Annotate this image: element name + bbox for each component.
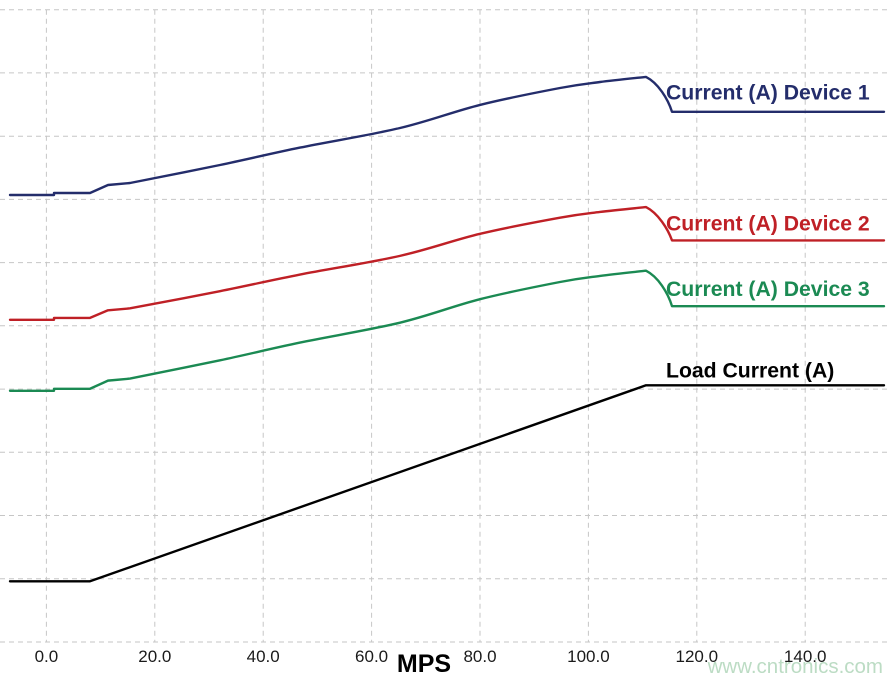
svg-text:0.0: 0.0 — [35, 647, 59, 666]
svg-text:www.cntronics.com: www.cntronics.com — [707, 655, 883, 678]
svg-text:MPS: MPS — [397, 650, 451, 678]
svg-text:80.0: 80.0 — [463, 647, 496, 666]
svg-text:Current (A) Device 1: Current (A) Device 1 — [666, 82, 870, 105]
svg-text:40.0: 40.0 — [247, 647, 280, 666]
svg-text:Current (A) Device 2: Current (A) Device 2 — [666, 213, 870, 236]
svg-text:Load Current (A): Load Current (A) — [666, 360, 834, 383]
svg-text:60.0: 60.0 — [355, 647, 388, 666]
svg-text:Current (A) Device 3: Current (A) Device 3 — [666, 278, 870, 301]
svg-text:100.0: 100.0 — [567, 647, 610, 666]
svg-text:20.0: 20.0 — [138, 647, 171, 666]
